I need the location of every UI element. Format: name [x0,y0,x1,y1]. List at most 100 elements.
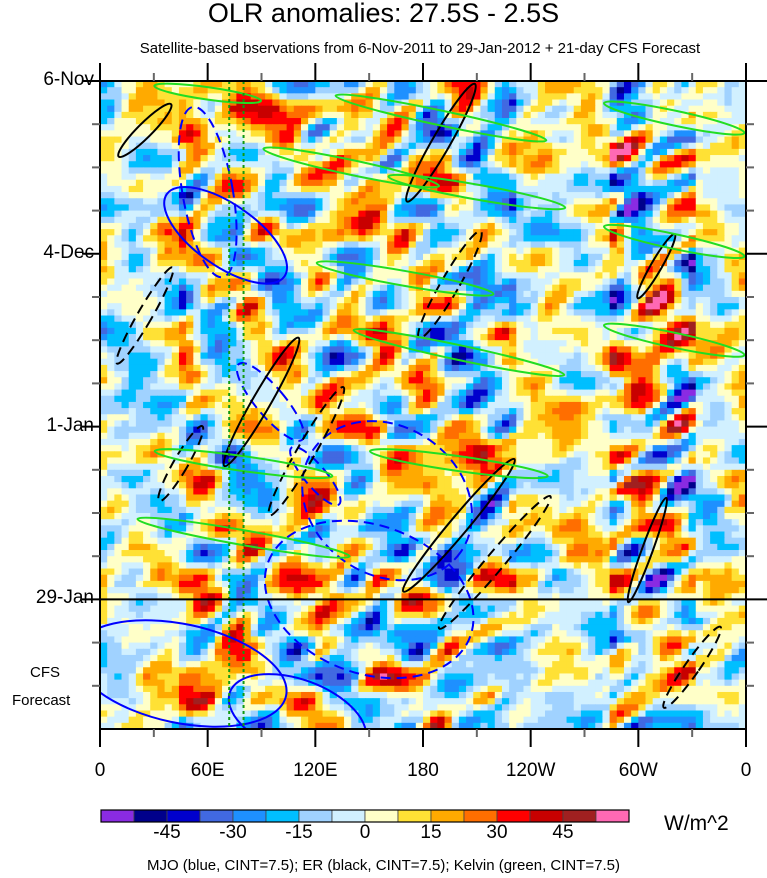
olr-cell [480,327,489,335]
olr-cell [609,124,618,131]
olr-cell [178,142,187,150]
olr-cell [595,414,603,421]
olr-cell [523,185,532,193]
olr-cell [552,327,560,335]
olr-cell [631,284,639,292]
olr-cell [315,111,324,119]
olr-cell [494,352,503,360]
olr-cell [265,185,273,193]
olr-cell [487,334,496,341]
olr-cell [681,266,690,273]
olr-cell [279,303,288,310]
olr-cell [659,198,668,205]
olr-cell [408,290,417,298]
olr-cell [408,81,417,88]
olr-cell [336,377,345,384]
olr-cell [372,192,381,199]
olr-cell [631,253,639,261]
olr-cell [322,210,331,218]
olr-cell [329,383,338,391]
olr-cell [480,192,489,199]
olr-cell [516,185,524,193]
olr-cell [537,222,546,230]
olr-cell [710,148,718,156]
olr-cell [602,266,611,273]
olr-cell [143,235,151,242]
olr-cell [415,235,424,242]
olr-cell [150,371,158,378]
olr-cell [738,142,746,150]
olr-cell [157,198,166,205]
olr-cell [552,179,560,187]
olr-cell [329,315,338,323]
olr-cell [458,241,467,249]
olr-cell [631,408,639,415]
olr-cell [487,81,496,88]
olr-cell [667,204,675,212]
olr-cell [523,309,532,317]
olr-cell [293,290,302,298]
olr-cell [358,340,367,347]
olr-cell [480,352,489,360]
olr-cell [171,364,180,372]
olr-cell [702,111,711,119]
olr-cell [186,87,194,94]
olr-cell [171,290,180,298]
olr-cell [588,124,596,131]
olr-cell [200,401,209,409]
olr-cell [415,371,424,378]
olr-cell [731,266,740,273]
olr-cell [243,235,252,242]
olr-cell [659,272,668,279]
olr-cell [164,93,173,101]
olr-cell [623,210,632,218]
olr-cell [616,253,625,261]
olr-cell [423,266,431,273]
olr-cell [652,155,661,162]
olr-cell [272,105,280,113]
olr-cell [444,303,453,310]
olr-cell [466,155,474,162]
olr-cell [566,198,575,205]
olr-cell [645,247,654,255]
olr-cell [257,204,266,212]
olr-cell [114,124,123,131]
olr-cell [394,216,402,224]
olr-cell [731,315,740,323]
olr-cell [509,185,517,193]
olr-cell [659,309,668,317]
olr-cell [236,105,245,113]
olr-cell [595,290,603,298]
olr-cell [537,327,546,335]
olr-cell [444,130,453,138]
olr-cell [387,124,395,131]
olr-cell [143,87,151,94]
olr-cell [473,185,481,193]
olr-cell [322,87,331,94]
olr-cell [358,327,367,335]
olr-cell [214,210,223,218]
olr-cell [738,297,746,304]
olr-cell [588,364,596,372]
olr-cell [236,346,245,354]
olr-cell [423,124,431,131]
olr-cell [372,414,381,421]
olr-cell [250,198,259,205]
olr-cell [178,229,187,236]
olr-cell [322,253,331,261]
olr-cell [530,235,539,242]
olr-cell [329,253,338,261]
olr-cell [164,241,173,249]
olr-cell [537,247,546,255]
olr-cell [631,130,639,138]
olr-cell [674,364,682,372]
olr-cell [401,192,410,199]
olr-cell [566,136,575,144]
olr-cell [688,161,697,168]
olr-cell [372,420,381,428]
olr-cell [738,124,746,131]
olr-cell [135,389,144,397]
olr-cell [724,222,733,230]
olr-cell [602,136,611,144]
olr-cell [430,241,438,249]
